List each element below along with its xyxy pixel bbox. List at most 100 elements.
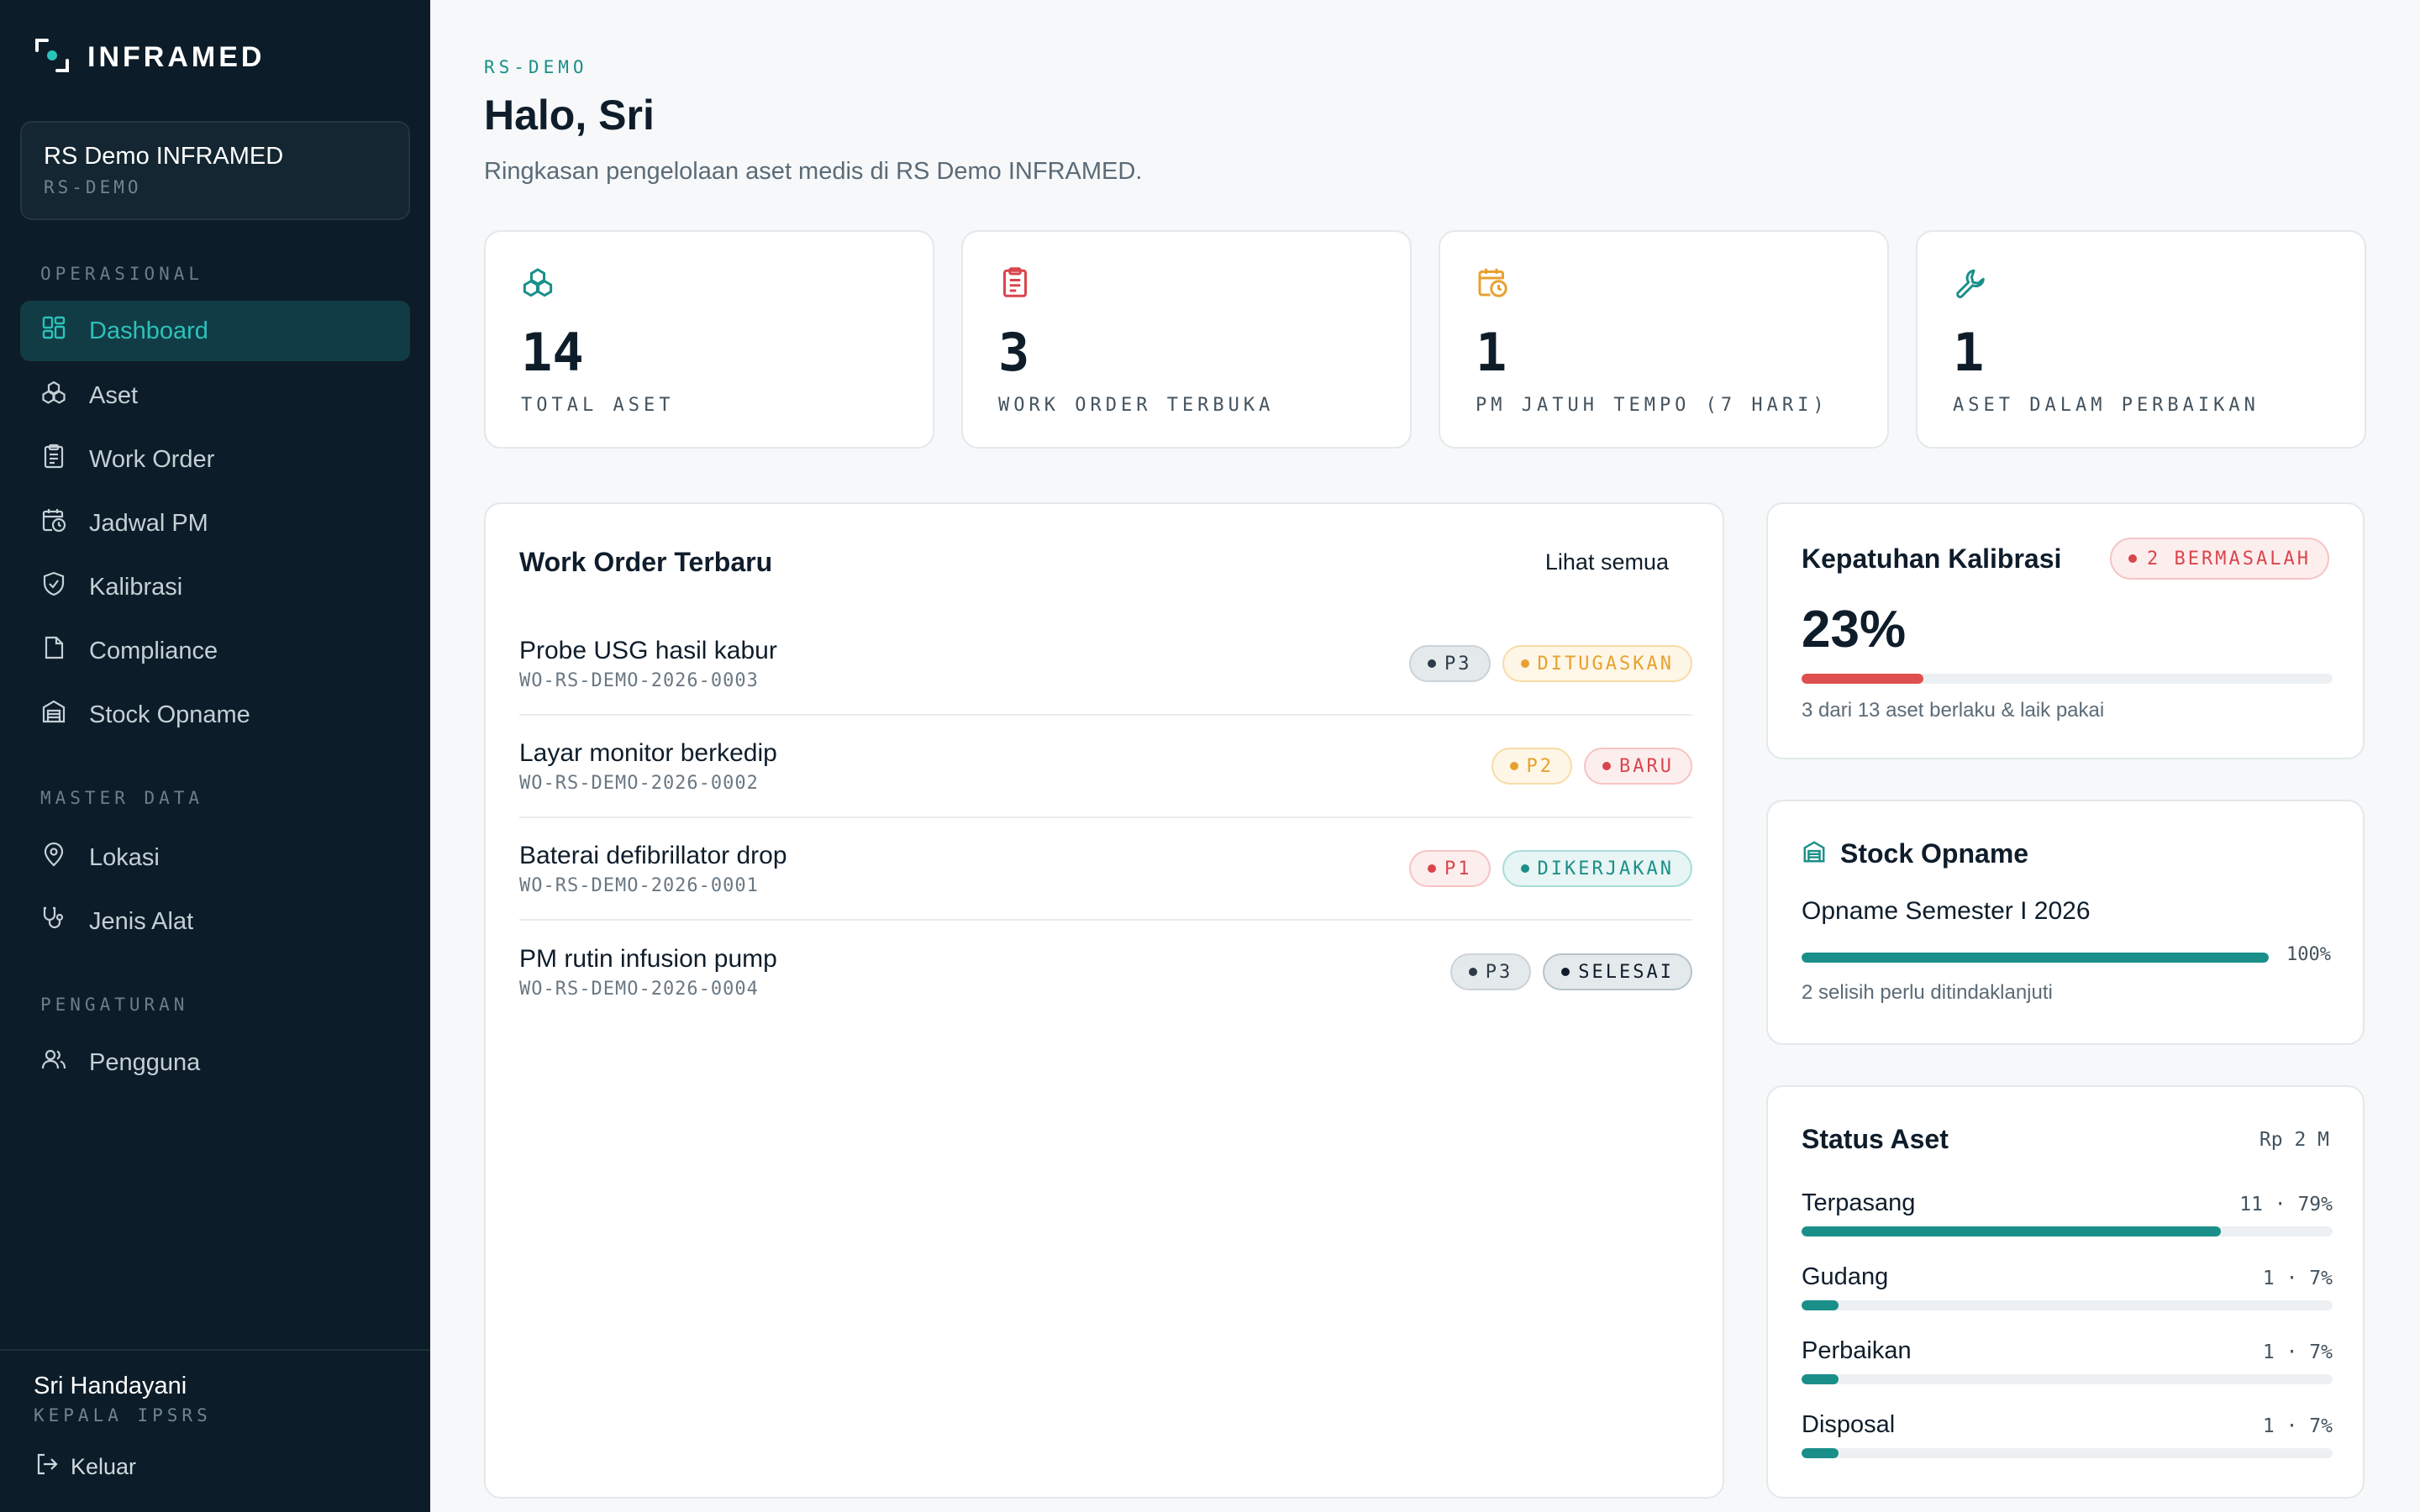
map-pin-icon xyxy=(40,841,67,874)
sidebar-item-stock-opname[interactable]: Stock Opname xyxy=(20,685,410,745)
page-title: Halo, Sri xyxy=(484,92,655,139)
stat-label: TOTAL ASET xyxy=(521,395,675,416)
see-all-link[interactable]: Lihat semua xyxy=(1544,549,1669,575)
calibration-progress-fill xyxy=(1802,674,1924,684)
wo-code: WO-RS-DEMO-2026-0002 xyxy=(519,772,759,794)
stat-label: PM JATUH TEMPO (7 HARI) xyxy=(1476,395,1828,416)
section-label-master-data: MASTER DATA xyxy=(40,788,204,808)
panel-title: Stock Opname xyxy=(1840,838,2029,869)
sidebar-item-label: Lokasi xyxy=(89,843,160,871)
wo-title: Probe USG hasil kabur xyxy=(519,636,777,664)
status-label: Gudang xyxy=(1802,1263,1889,1290)
calibration-progress xyxy=(1802,674,2333,684)
status-badge: SELESAI xyxy=(1543,953,1692,990)
status-count: 1 · 7% xyxy=(2262,1268,2333,1289)
table-row[interactable]: Layar monitor berkedip WO-RS-DEMO-2026-0… xyxy=(519,716,1692,818)
status-badge: DITUGASKAN xyxy=(1502,645,1692,682)
org-name: RS Demo INFRAMED xyxy=(44,143,284,170)
wo-code: WO-RS-DEMO-2026-0004 xyxy=(519,978,759,1000)
panel-title: Status Aset xyxy=(1802,1124,1949,1154)
status-count: 1 · 7% xyxy=(2262,1415,2333,1437)
org-switcher[interactable]: RS Demo INFRAMED RS-DEMO xyxy=(20,121,410,220)
sidebar-item-label: Work Order xyxy=(89,445,215,473)
status-row-perbaikan[interactable]: Perbaikan 1 · 7% xyxy=(1802,1337,2333,1388)
status-bar-fill xyxy=(1802,1448,1839,1458)
sidebar-item-label: Jenis Alat xyxy=(89,907,194,935)
table-row[interactable]: Probe USG hasil kabur WO-RS-DEMO-2026-00… xyxy=(519,613,1692,716)
sidebar-item-label: Stock Opname xyxy=(89,701,250,728)
priority-badge: P2 xyxy=(1491,748,1573,785)
logout-icon xyxy=(34,1451,60,1483)
status-badge: DIKERJAKAN xyxy=(1502,850,1692,887)
stat-value: 1 xyxy=(1476,322,1507,383)
status-row-disposal[interactable]: Disposal 1 · 7% xyxy=(1802,1411,2333,1462)
opname-name[interactable]: Opname Semester I 2026 xyxy=(1802,897,2091,925)
stock-opname-panel: Stock Opname Opname Semester I 2026 100%… xyxy=(1766,800,2365,1045)
warehouse-icon xyxy=(1802,839,1827,869)
calendar-clock-icon xyxy=(1476,268,1509,302)
document-icon xyxy=(40,634,67,668)
sidebar-item-label: Dashboard xyxy=(89,317,208,344)
table-row[interactable]: Baterai defibrillator drop WO-RS-DEMO-20… xyxy=(519,818,1692,921)
status-bar-fill xyxy=(1802,1374,1839,1384)
alert-badge[interactable]: 2 BERMASALAH xyxy=(2110,538,2329,580)
stat-value: 3 xyxy=(998,322,1030,383)
panel-title: Work Order Terbaru xyxy=(519,547,773,577)
sidebar: INFRAMED RS Demo INFRAMED RS-DEMO OPERAS… xyxy=(0,0,430,1512)
brand-name: INFRAMED xyxy=(87,40,266,73)
brand[interactable]: INFRAMED xyxy=(34,37,265,77)
users-icon xyxy=(40,1046,67,1079)
wo-title: Layar monitor berkedip xyxy=(519,738,777,767)
opname-progress xyxy=(1802,953,2269,963)
sidebar-item-dashboard[interactable]: Dashboard xyxy=(20,301,410,361)
sidebar-item-work-order[interactable]: Work Order xyxy=(20,429,410,490)
status-badge: BARU xyxy=(1584,748,1692,785)
status-row-terpasang[interactable]: Terpasang 11 · 79% xyxy=(1802,1189,2333,1240)
clipboard-icon xyxy=(998,267,1032,302)
sidebar-item-pengguna[interactable]: Pengguna xyxy=(20,1032,410,1093)
opname-percent: 100% xyxy=(2286,944,2331,965)
wo-title: PM rutin infusion pump xyxy=(519,944,777,973)
wrench-icon xyxy=(1953,269,1986,302)
table-row[interactable]: PM rutin infusion pump WO-RS-DEMO-2026-0… xyxy=(519,921,1692,1023)
shield-check-icon xyxy=(40,570,67,604)
opname-progress-fill xyxy=(1802,953,2269,963)
stat-label: ASET DALAM PERBAIKAN xyxy=(1953,395,2260,416)
calendar-clock-icon xyxy=(40,507,67,540)
sidebar-item-jadwal-pm[interactable]: Jadwal PM xyxy=(20,493,410,554)
sidebar-item-compliance[interactable]: Compliance xyxy=(20,621,410,681)
opname-note: 2 selisih perlu ditindaklanjuti xyxy=(1802,981,2053,1004)
wo-code: WO-RS-DEMO-2026-0003 xyxy=(519,669,759,691)
assets-icon xyxy=(40,379,67,412)
sidebar-item-kalibrasi[interactable]: Kalibrasi xyxy=(20,557,410,617)
stat-card-total-aset[interactable]: 14 TOTAL ASET xyxy=(484,230,934,449)
status-bar xyxy=(1802,1226,2333,1236)
inframed-logo-icon xyxy=(34,37,71,78)
sidebar-item-aset[interactable]: Aset xyxy=(20,365,410,426)
sidebar-item-label: Pengguna xyxy=(89,1048,201,1076)
stat-value: 1 xyxy=(1953,322,1985,383)
asset-value: Rp 2 M xyxy=(2259,1128,2329,1151)
stat-card-work-order-terbuka[interactable]: 3 WORK ORDER TERBUKA xyxy=(961,230,1412,449)
status-count: 1 · 7% xyxy=(2262,1341,2333,1363)
dashboard-icon xyxy=(40,314,67,348)
assets-icon xyxy=(521,268,555,302)
sidebar-item-jenis-alat[interactable]: Jenis Alat xyxy=(20,891,410,952)
sidebar-item-label: Kalibrasi xyxy=(89,573,183,601)
logout-label: Keluar xyxy=(71,1454,137,1479)
status-label: Perbaikan xyxy=(1802,1337,1912,1364)
stat-card-aset-dalam-perbaikan[interactable]: 1 ASET DALAM PERBAIKAN xyxy=(1916,230,2366,449)
section-label-operasional: OPERASIONAL xyxy=(40,264,204,284)
logout-button[interactable]: Keluar xyxy=(34,1451,397,1483)
sidebar-item-label: Jadwal PM xyxy=(89,509,208,537)
panel-title: Kepatuhan Kalibrasi xyxy=(1802,543,2062,574)
page-eyebrow: RS-DEMO xyxy=(484,57,588,77)
status-bar xyxy=(1802,1374,2333,1384)
wo-title: Baterai defibrillator drop xyxy=(519,841,787,869)
sidebar-item-label: Compliance xyxy=(89,637,218,664)
sidebar-item-label: Aset xyxy=(89,381,139,409)
status-count: 11 · 79% xyxy=(2239,1194,2333,1215)
status-row-gudang[interactable]: Gudang 1 · 7% xyxy=(1802,1263,2333,1314)
sidebar-item-lokasi[interactable]: Lokasi xyxy=(20,827,410,888)
stat-card-pm-jatuh-tempo[interactable]: 1 PM JATUH TEMPO (7 HARI) xyxy=(1439,230,1889,449)
